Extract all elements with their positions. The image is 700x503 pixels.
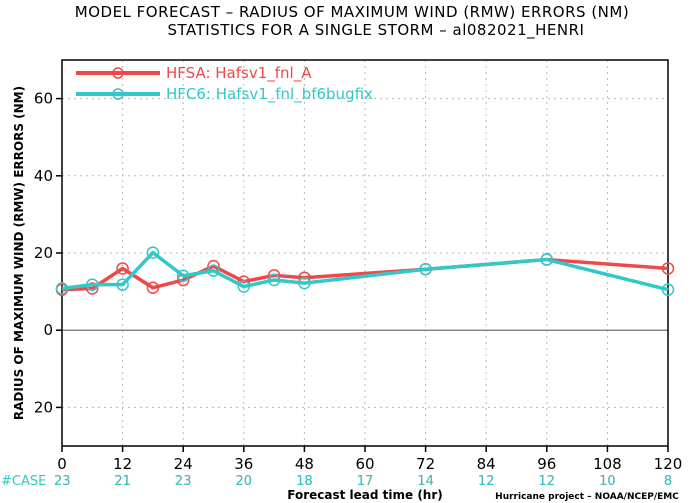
chart-title-line-2: STATISTICS FOR A SINGLE STORM – al082021… xyxy=(168,21,585,40)
x-tick-label: 48 xyxy=(295,455,314,473)
x-tick-label: 72 xyxy=(416,455,435,473)
case-count-hfc6: 23 xyxy=(54,474,71,489)
data-point-hfc6 xyxy=(55,282,69,295)
credit-text: Hurricane project – NOAA/NCEP/EMC xyxy=(495,492,679,502)
y-axis-label: RADIUS OF MAXIMUM WIND (RMW) ERRORS (NM) xyxy=(12,86,26,420)
data-point-hfc6 xyxy=(540,253,554,266)
data-point-hfsa xyxy=(661,262,675,275)
x-tick-label: 60 xyxy=(355,455,374,473)
legend-hfsa-marker xyxy=(112,67,124,79)
series-layer xyxy=(55,246,675,296)
case-count-hfc6: 10 xyxy=(599,474,616,489)
case-count-hfsa: 20 xyxy=(236,474,253,489)
data-point-hfc6 xyxy=(146,246,160,259)
data-point-hfc6 xyxy=(661,283,675,296)
x-axis-ticks: 0 12 24 36 48 60 72 84 96 108 120 xyxy=(57,446,682,473)
data-point-hfc6 xyxy=(116,278,129,291)
case-count-hfc6: 8 xyxy=(664,474,672,489)
case-count-hfc6: 14 xyxy=(417,474,434,489)
x-tick-label: 120 xyxy=(654,455,683,473)
data-point-hfc6 xyxy=(419,262,432,276)
x-tick-label: 96 xyxy=(537,455,556,473)
legend: HFSA: Hafsv1_fnl_A HFC6: Hafsv1_fnl_bf6b… xyxy=(76,64,373,104)
case-count-hfsa: 14 xyxy=(417,474,434,489)
data-point-hfsa xyxy=(116,262,129,275)
data-point-hfc6 xyxy=(207,264,220,278)
case-count-hfsa: 18 xyxy=(296,474,313,489)
y-tick-label: 60 xyxy=(34,90,53,108)
case-count-hfc6: 23 xyxy=(175,474,192,489)
case-count-hfsa: 8 xyxy=(664,474,672,489)
case-count-hfsa: 23 xyxy=(54,474,71,489)
case-count-hfsa: 17 xyxy=(357,474,374,489)
case-count-hfsa: 21 xyxy=(114,474,131,489)
x-tick-label: 24 xyxy=(174,455,193,473)
grid-lines xyxy=(62,60,668,446)
data-point-hfc6 xyxy=(267,273,281,287)
y-tick-label: 20 xyxy=(34,244,53,262)
data-point-hfc6 xyxy=(237,280,251,293)
y-tick-label: 0 xyxy=(43,321,53,339)
legend-hfc6-label: HFC6: Hafsv1_fnl_bf6bugfix xyxy=(166,85,373,104)
data-point-hfc6 xyxy=(86,278,99,291)
legend-hfsa-label: HFSA: Hafsv1_fnl_A xyxy=(166,64,312,83)
case-count-hfsa: 12 xyxy=(478,474,495,489)
y-tick-label: 20 xyxy=(34,398,53,416)
case-count-hfc6: 12 xyxy=(478,474,495,489)
case-count-hfc6: 17 xyxy=(357,474,374,489)
y-axis-ticks: 20 0 20 40 60 xyxy=(34,90,62,416)
chart-title-line-1: MODEL FORECAST – RADIUS OF MAXIMUM WIND … xyxy=(75,3,629,21)
case-count-hfsa: 23 xyxy=(175,474,192,489)
y-tick-label: 40 xyxy=(34,167,53,185)
case-label: #CASE xyxy=(1,474,46,489)
case-count-hfc6: 12 xyxy=(539,474,556,489)
case-count-hfc6: 20 xyxy=(236,474,253,489)
case-count-hfc6: 18 xyxy=(296,474,313,489)
case-count-hfsa: 12 xyxy=(539,474,556,489)
x-tick-label: 108 xyxy=(593,455,622,473)
x-tick-label: 36 xyxy=(234,455,253,473)
case-count-hfsa: 10 xyxy=(599,474,616,489)
data-point-hfc6 xyxy=(298,276,311,290)
legend-hfc6-marker xyxy=(112,88,124,100)
x-axis-label: Forecast lead time (hr) xyxy=(287,488,443,502)
x-tick-label: 12 xyxy=(113,455,132,473)
x-tick-label: 0 xyxy=(57,455,67,473)
x-tick-label: 84 xyxy=(477,455,496,473)
data-point-hfc6 xyxy=(176,269,190,283)
case-count-hfc6: 21 xyxy=(114,474,131,489)
data-point-hfsa xyxy=(146,281,160,294)
